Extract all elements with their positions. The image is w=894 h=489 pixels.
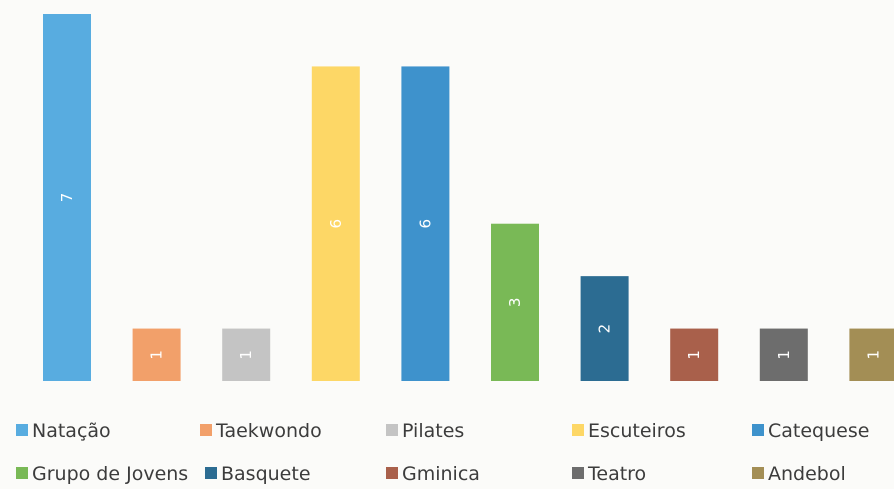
data-label-pilates: 1 [237, 350, 255, 360]
legend-label-teatro: Teatro [587, 463, 646, 485]
data-label-basquete: 2 [596, 324, 614, 334]
bar-taekwondo [132, 328, 181, 381]
bar-escuteiros [311, 66, 360, 381]
data-label-gminica: 1 [685, 350, 703, 360]
legend: Natação Taekwondo Pilates Escuteiros Cateque… [16, 420, 869, 485]
bar-catequese [401, 66, 450, 381]
legend-label-andebol: Andebol [768, 463, 846, 485]
legend-swatch-gminica [386, 467, 398, 479]
bar-teatro [759, 328, 808, 381]
data-label-catequese: 6 [416, 219, 434, 229]
legend-swatch-taekwondo [200, 424, 212, 436]
data-label-teatro: 1 [775, 350, 793, 360]
legend-swatch-escuteiros [572, 424, 584, 436]
legend-label-grupo-de-jovens: Grupo de Jovens [32, 463, 188, 485]
legend-swatch-teatro [572, 467, 584, 479]
bar-gminica [670, 328, 719, 381]
data-label-andebol: 1 [864, 350, 882, 360]
legend-swatch-catequese [752, 424, 764, 436]
bar-grupo-de-jovens [491, 223, 539, 381]
data-label-grupo-de-jovens: 3 [506, 298, 524, 308]
legend-swatch-pilates [386, 424, 398, 436]
legend-label-gminica: Gminica [402, 463, 480, 485]
legend-label-catequese: Catequese [768, 420, 869, 442]
bar-pilates [222, 328, 271, 381]
legend-swatch-andebol [752, 467, 764, 479]
bar-andebol [849, 328, 894, 381]
bar-natacao [43, 14, 91, 381]
data-label-taekwondo: 1 [148, 350, 166, 360]
data-label-natacao: 7 [58, 193, 76, 203]
legend-label-natacao: Natação [32, 420, 111, 442]
bars-group: 7 1 1 6 6 3 2 1 1 1 [43, 14, 894, 381]
legend-swatch-basquete [205, 467, 217, 479]
data-label-escuteiros: 6 [327, 219, 345, 229]
legend-swatch-natacao [16, 424, 28, 436]
legend-label-taekwondo: Taekwondo [215, 420, 322, 442]
legend-label-basquete: Basquete [221, 463, 311, 485]
legend-swatch-grupo-de-jovens [16, 467, 28, 479]
legend-label-escuteiros: Escuteiros [588, 420, 686, 442]
legend-label-pilates: Pilates [402, 420, 464, 442]
bar-basquete [580, 276, 629, 381]
